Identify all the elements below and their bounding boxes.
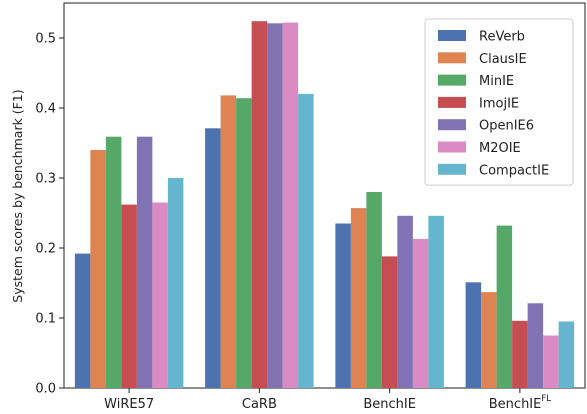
legend-label: MinIE	[479, 74, 514, 89]
legend-swatch	[438, 96, 466, 108]
bar-clausie-3	[350, 208, 367, 388]
bar-clausie-1	[90, 150, 106, 388]
legend-swatch	[438, 30, 466, 41]
y-tick-label: 0.2	[35, 242, 56, 257]
y-tick-label: 0.1	[35, 312, 56, 327]
x-tick-label-text: CaRB	[242, 397, 277, 412]
legend-item-clausie: ClausIE	[438, 52, 527, 67]
legend-label: M2OIE	[479, 141, 521, 156]
legend-item-reverb: ReVerb	[438, 30, 525, 45]
x-tick-label: BenchIEFL	[489, 394, 551, 412]
bar-clausie-4	[481, 292, 497, 388]
y-axis: 0.0 0.1 0.2 0.3 0.4 0.5	[35, 32, 64, 397]
x-tick-label-text: BenchIE	[363, 397, 416, 412]
bar-m2oie-2	[282, 22, 299, 388]
legend-item-compactie: CompactIE	[438, 163, 549, 178]
y-tick-label: 0.0	[35, 382, 56, 397]
bar-m2oie-4	[543, 335, 559, 388]
x-tick-label-text: BenchIE	[489, 397, 542, 412]
legend-item-imojie: ImojIE	[438, 96, 519, 111]
legend-item-openie6: OpenIE6	[438, 119, 534, 134]
bar-imojie-2	[251, 21, 268, 388]
bar-openie6-2	[267, 23, 283, 389]
legend-label: ImojIE	[479, 96, 519, 111]
bar-reverb-1	[74, 253, 91, 388]
y-tick-label: 0.3	[35, 172, 56, 187]
bar-reverb-4	[465, 282, 482, 388]
bar-openie6-4	[527, 303, 544, 388]
bar-compactie-3	[428, 215, 444, 388]
bar-minie-3	[366, 192, 382, 388]
legend-swatch	[438, 74, 466, 86]
bar-reverb-2	[205, 128, 221, 389]
legend-swatch	[438, 163, 466, 175]
bar-minie-2	[236, 98, 252, 388]
legend-label: ClausIE	[479, 52, 527, 67]
x-tick-label: CaRB	[242, 397, 277, 412]
legend: ReVerb ClausIE MinIE ImojIE OpenIE6 M2OIE Comp…	[424, 18, 574, 186]
y-tick-label: 0.4	[35, 102, 56, 117]
x-tick-label: BenchIE	[363, 397, 416, 412]
bar-m2oie-3	[412, 238, 429, 388]
legend-item-minie: MinIE	[438, 74, 514, 89]
bar-compactie-2	[298, 94, 314, 388]
bar-imojie-4	[512, 320, 528, 388]
bar-m2oie-1	[152, 202, 168, 388]
bar-imojie-3	[381, 256, 398, 388]
bars-layer	[74, 21, 575, 389]
y-tick-label: 0.5	[35, 32, 56, 47]
x-axis: WiRE57 CaRB BenchIE BenchIEFL	[104, 388, 551, 412]
y-axis-title: System scores by benchmark (F1)	[10, 89, 25, 302]
bar-reverb-3	[335, 223, 351, 388]
bar-clausie-2	[220, 95, 237, 389]
x-tick-label-text: WiRE57	[104, 397, 154, 412]
legend-swatch	[438, 52, 466, 64]
bar-minie-4	[496, 225, 513, 388]
bar-compactie-1	[167, 178, 184, 388]
bar-minie-1	[105, 136, 122, 388]
legend-swatch	[438, 141, 466, 153]
legend-swatch	[438, 119, 466, 131]
legend-label: OpenIE6	[479, 119, 534, 134]
x-tick-label: WiRE57	[104, 397, 154, 412]
legend-label: ReVerb	[479, 30, 525, 45]
legend-item-m2oie: M2OIE	[438, 141, 521, 156]
x-tick-label-superscript: FL	[541, 394, 551, 404]
bar-compactie-4	[558, 321, 575, 388]
bar-openie6-3	[397, 215, 413, 388]
bar-imojie-1	[121, 204, 137, 388]
legend-label: CompactIE	[479, 163, 549, 178]
bar-openie6-1	[136, 136, 153, 388]
